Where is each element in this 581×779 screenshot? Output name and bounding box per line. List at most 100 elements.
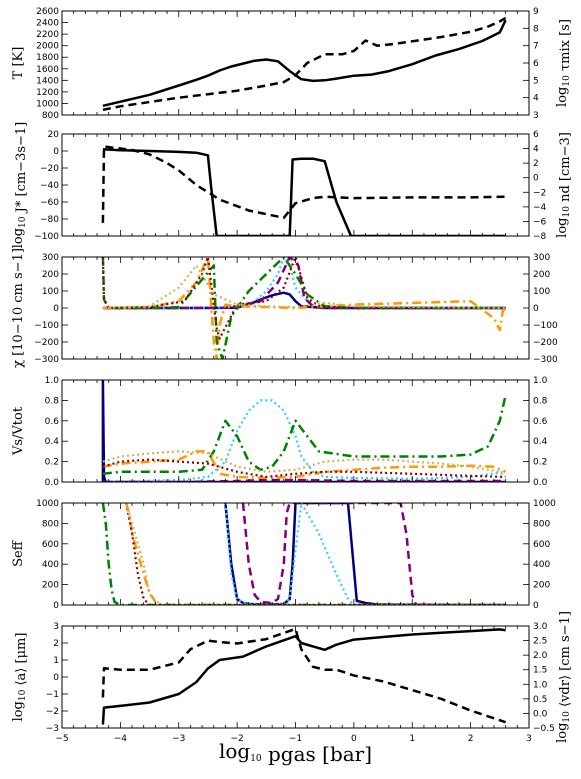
y-tick-label-left: −20 [40, 164, 59, 174]
panel-5 [61, 502, 530, 606]
y-tick-label-right: −100 [533, 321, 558, 331]
y-axis-label-left: Vs/Vtot [11, 406, 26, 456]
series-line-1 [224, 503, 506, 605]
series-line-6 [125, 503, 506, 605]
y-tick-label-right: −2 [533, 188, 546, 198]
y-tick-label-left: 1600 [36, 65, 59, 75]
series-line-1 [102, 19, 507, 108]
y-tick-label-right: 300 [533, 253, 550, 263]
panel-frame [61, 379, 530, 483]
y-tick-label-left: 20 [48, 130, 60, 140]
y-tick-label-left: −2 [46, 707, 59, 717]
x-tick-label: −2 [230, 734, 243, 744]
y-tick-label-right: −200 [533, 338, 558, 348]
panel-2 [61, 133, 530, 237]
y-tick-label-right: 3.0 [533, 622, 548, 632]
y-tick-label-left: 1000 [36, 499, 59, 509]
y-tick-label-left: 200 [42, 270, 59, 280]
y-axis-label-left: T [K] [11, 47, 26, 80]
y-tick-label-left: 800 [42, 519, 59, 529]
y-tick-label-right: −0.5 [533, 724, 555, 734]
y-tick-label-right: 0.0 [533, 478, 548, 488]
y-tick-label-right: 0 [533, 304, 539, 314]
series-line-1 [102, 148, 506, 236]
y-tick-label-right: 8 [533, 24, 539, 34]
y-tick-label-left: 2400 [36, 19, 59, 29]
y-tick-label-left: 1200 [36, 88, 59, 98]
y-tick-label-left: −80 [40, 215, 59, 225]
y-tick-label-right: 3 [533, 111, 539, 121]
y-tick-label-left: 200 [42, 581, 59, 591]
panel-frame [61, 625, 530, 729]
y-tick-label-left: 0.8 [45, 396, 60, 406]
y-tick-label-right: 2 [533, 159, 539, 169]
x-tick-label: 0 [351, 734, 357, 744]
y-tick-label-left: 100 [42, 287, 59, 297]
y-tick-label-right: 200 [533, 581, 550, 591]
y-axis-label-left: χ [10−10 cm s−1] [11, 248, 26, 368]
y-axis-label-right: log10 ⟨vdr⟩ [cm s−1] [555, 611, 573, 743]
panel-6 [61, 625, 530, 729]
y-tick-label-left: 2600 [36, 7, 59, 17]
y-tick-label-left: 600 [42, 540, 59, 550]
y-tick-label-left: 0 [53, 601, 59, 611]
y-tick-label-right: 800 [533, 519, 550, 529]
y-tick-label-right: 6 [533, 130, 539, 140]
y-tick-label-left: 1000 [36, 99, 59, 109]
y-tick-label-right: 0.5 [533, 695, 547, 705]
y-tick-label-left: 800 [42, 111, 59, 121]
series-line-2 [102, 16, 507, 112]
y-axis-label-right: log10 nd [cm−3] [555, 132, 573, 238]
series-line-2 [224, 503, 506, 605]
series-line-3 [102, 257, 506, 310]
panel-3 [61, 256, 530, 360]
y-tick-label-right: −8 [533, 232, 547, 242]
series-line-7 [102, 264, 506, 310]
y-tick-label-right: 2.0 [533, 651, 548, 661]
y-tick-label-right: 7 [533, 42, 539, 52]
x-tick-label: −1 [289, 734, 302, 744]
x-tick-label: 2 [468, 734, 474, 744]
series-line-2 [101, 627, 506, 724]
x-tick-label: −5 [55, 734, 68, 744]
x-axis-label: log10 pgas [bar] [219, 739, 372, 766]
y-tick-label-right: 200 [533, 270, 550, 280]
y-tick-label-right: 5 [533, 76, 539, 86]
y-tick-label-right: 100 [533, 287, 550, 297]
series-line-5 [101, 503, 506, 605]
y-tick-label-right: 0.4 [533, 437, 548, 447]
y-axis-label-right: log10 τmix [s] [555, 19, 573, 107]
series-line-2 [102, 257, 506, 310]
y-tick-label-right: 0.2 [533, 458, 547, 468]
x-tick-label: 1 [409, 734, 415, 744]
y-tick-label-left: 0 [53, 147, 59, 157]
y-axis-label-left: Seff [11, 539, 26, 567]
panel-1 [61, 10, 530, 116]
series-line-2 [101, 145, 506, 223]
y-tick-label-left: 1800 [36, 53, 59, 63]
series-line-1 [101, 380, 506, 482]
y-tick-label-right: 4 [533, 94, 539, 104]
series-line-4 [124, 503, 506, 605]
series-line-4 [102, 257, 507, 359]
series-line-5 [102, 395, 507, 476]
y-tick-label-left: 2200 [36, 30, 59, 40]
y-tick-label-left: −60 [40, 198, 59, 208]
y-tick-label-right: 6 [533, 59, 539, 69]
y-tick-label-left: −1 [46, 690, 59, 700]
y-tick-label-left: −100 [34, 232, 59, 242]
y-tick-label-right: −300 [533, 355, 558, 365]
y-tick-label-right: 0.8 [533, 396, 548, 406]
y-tick-label-right: 2.5 [533, 637, 547, 647]
panel-4 [61, 379, 530, 483]
series-line-3 [241, 503, 506, 605]
series-line-2 [102, 399, 506, 482]
y-tick-label-left: 3 [53, 622, 59, 632]
y-tick-label-right: −4 [533, 203, 547, 213]
y-tick-label-right: 1.0 [533, 680, 548, 690]
y-tick-label-left: 1.0 [45, 376, 60, 386]
y-tick-label-right: 0.6 [533, 417, 548, 427]
series-line-4 [102, 450, 507, 480]
y-tick-label-right: 600 [533, 540, 550, 550]
